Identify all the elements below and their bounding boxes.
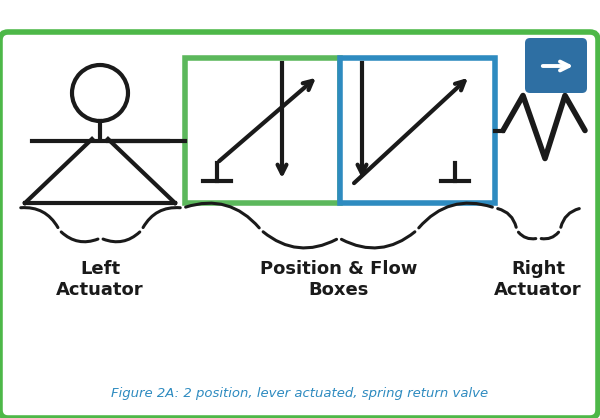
FancyBboxPatch shape	[0, 32, 598, 418]
Text: Left
Actuator: Left Actuator	[56, 260, 144, 299]
Bar	[340, 58, 495, 203]
Bar	[185, 58, 340, 203]
Text: Right
Actuator: Right Actuator	[494, 260, 582, 299]
Text: Figure 2A: 2 position, lever actuated, spring return valve: Figure 2A: 2 position, lever actuated, s…	[112, 387, 488, 400]
Circle shape	[72, 65, 128, 121]
FancyBboxPatch shape	[525, 38, 587, 93]
Text: Position & Flow
Boxes: Position & Flow Boxes	[260, 260, 418, 299]
